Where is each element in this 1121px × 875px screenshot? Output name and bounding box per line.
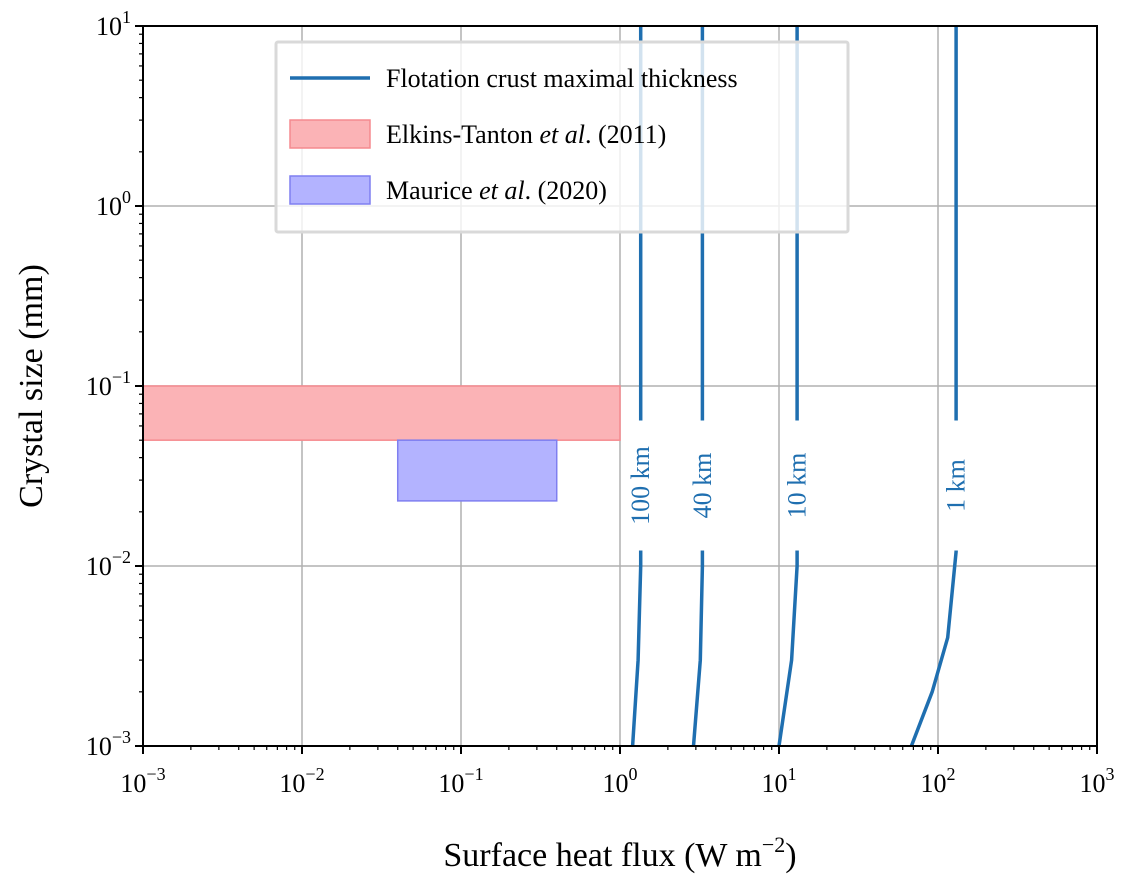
contour-label-gap <box>781 420 814 551</box>
contour-label-gap <box>686 420 719 551</box>
x-tick-label: 100 <box>603 764 638 798</box>
y-tick-label: 101 <box>96 7 131 41</box>
contour-label-gap <box>624 420 657 551</box>
x-tick-label: 10−2 <box>279 764 324 798</box>
legend: Flotation crust maximal thickness Elkins-… <box>274 40 850 234</box>
contour-line <box>777 26 799 747</box>
axes: 10−3 10−2 10−1 100 101 102 103 10−3 10−2 10−1 100 1… <box>13 7 1115 874</box>
contour-lines: 100 km 40 km 10 km 1 km <box>624 26 973 747</box>
contour-line <box>909 26 958 747</box>
x-tick-label: 103 <box>1080 764 1115 798</box>
y-axis-title: Crystal size (mm) <box>13 264 50 508</box>
legend-label: Maurice et al. (2020) <box>386 176 607 205</box>
contour-line <box>691 26 705 747</box>
contour-label: 1 km <box>942 459 971 512</box>
x-tick-label: 102 <box>921 764 956 798</box>
x-tick-label: 10−1 <box>438 764 483 798</box>
shaded-regions <box>142 385 621 502</box>
y-tick-label: 100 <box>96 187 131 221</box>
y-tick-label: 10−2 <box>86 547 131 581</box>
contour-label: 40 km <box>688 453 717 519</box>
contour-line <box>630 26 643 747</box>
legend-patch-swatch <box>289 175 371 205</box>
legend-label: Flotation crust maximal thickness <box>386 64 738 93</box>
x-tick-label: 10−3 <box>120 764 165 798</box>
contour-label-gap <box>940 420 973 551</box>
legend-box <box>274 40 850 234</box>
contour-label: 100 km <box>626 446 655 525</box>
legend-label: Elkins-Tanton et al. (2011) <box>386 120 666 149</box>
legend-patch-swatch <box>289 119 371 149</box>
y-tick-label: 10−1 <box>86 367 131 401</box>
region-elkins <box>142 385 621 441</box>
region-maurice <box>396 439 558 502</box>
x-tick-label: 101 <box>762 764 797 798</box>
contour-label: 10 km <box>783 453 812 519</box>
x-axis-title: Surface heat flux (W m−2) <box>443 832 796 874</box>
y-tick-label: 10−3 <box>86 727 131 761</box>
